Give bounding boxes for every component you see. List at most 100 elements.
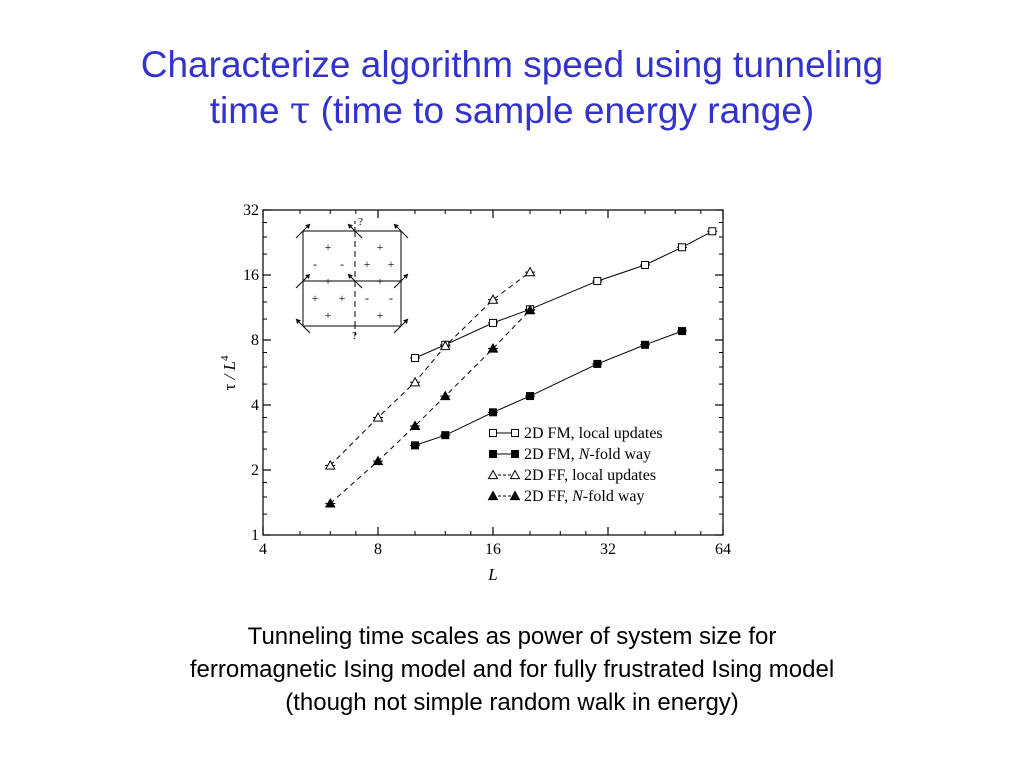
data-point-series-0 — [678, 243, 687, 252]
inset-arrow-head — [296, 319, 301, 324]
y-axis-label: τ / L4 — [219, 355, 239, 391]
data-point-series-3 — [324, 497, 336, 508]
lattice-inset: ??+ +- - + ++ ++ + - -+ + — [295, 216, 409, 342]
inset-arrow-head — [305, 224, 310, 229]
legend-label-part: -fold way — [583, 488, 645, 505]
inset-spin-sign: + — [377, 240, 384, 254]
x-tick-label: 8 — [374, 541, 382, 558]
title-line-1: Characterize algorithm speed using tunne… — [140, 44, 884, 85]
title-line-2-post: (time to sample energy range) — [310, 90, 815, 131]
slide-caption: Tunneling time scales as power of system… — [0, 620, 1024, 719]
legend-label-part: 2D FF, local updates — [524, 467, 656, 484]
inset-spin-sign: - — [340, 257, 344, 271]
inset-arrow-head — [348, 274, 353, 279]
legend-label-part: 2D FM, — [524, 446, 579, 463]
inset-spin-sign: + — [325, 240, 332, 254]
inset-question-mark: ? — [352, 330, 357, 342]
caption-line-1: Tunneling time scales as power of system… — [247, 623, 777, 650]
data-point-series-2 — [409, 376, 421, 387]
inset-arrow-head — [403, 274, 408, 279]
inset-arrow-head — [305, 274, 310, 279]
data-point-series-1 — [411, 441, 420, 450]
series-lines — [329, 230, 713, 504]
inset-spin-sign: - — [365, 291, 369, 305]
data-point-series-1 — [641, 340, 650, 349]
legend-label-part: 2D FM, local updates — [524, 425, 663, 442]
legend-marker-1 — [511, 450, 519, 458]
legend-label-part: 2D FF, — [524, 488, 572, 505]
y-axis-label-tau: τ — [220, 384, 239, 391]
inset-spin-sign: + — [388, 257, 395, 271]
caption-line-2: ferromagnetic Ising model and for fully … — [189, 656, 835, 683]
x-tick-label: 16 — [485, 541, 501, 558]
y-tick-label: 8 — [251, 332, 259, 349]
title-tau-symbol: τ — [289, 89, 311, 132]
inset-spin-sign: + — [325, 274, 332, 288]
y-tick-label: 32 — [243, 202, 259, 219]
data-point-series-3 — [439, 390, 451, 401]
y-tick-label: 16 — [243, 267, 259, 284]
legend-marker-2 — [509, 469, 521, 480]
inset-arrow-head — [403, 319, 408, 324]
inset-spin-sign: - — [313, 257, 317, 271]
plot-frame — [262, 209, 724, 536]
data-point-series-1 — [526, 392, 535, 401]
legend-label-2: 2D FF, local updates — [524, 467, 656, 484]
data-point-series-1 — [489, 408, 497, 417]
caption-line-3: (though not simple random walk in energy… — [285, 689, 739, 716]
legend-marker-3 — [509, 490, 521, 501]
data-point-series-1 — [593, 359, 602, 368]
y-axis-label-exponent: 4 — [219, 355, 231, 361]
legend-label-0: 2D FM, local updates — [524, 425, 663, 442]
slide-title: Characterize algorithm speed using tunne… — [0, 42, 1024, 134]
data-point-series-1 — [441, 431, 450, 440]
data-point-series-3 — [372, 455, 384, 466]
data-point-series-2 — [372, 411, 384, 422]
data-point-series-2 — [439, 340, 451, 351]
legend-marker-0 — [511, 429, 519, 437]
legend-marker-3 — [487, 490, 499, 501]
inset-spin-sign: + — [364, 257, 371, 271]
data-point-series-0 — [489, 318, 497, 327]
title-line-2: time τ (time to sample energy range) — [0, 88, 1024, 134]
y-tick-label: 1 — [251, 527, 259, 544]
data-point-series-1 — [678, 327, 687, 336]
inset-spin-sign: + — [377, 308, 384, 322]
legend-label-part: -fold way — [589, 446, 651, 463]
legend-label-1: 2D FM, N-fold way — [524, 446, 651, 463]
inset-spin-sign: + — [312, 291, 319, 305]
data-point-series-3 — [487, 343, 499, 353]
inset-spin-sign: + — [339, 291, 346, 305]
x-tick-label: 4 — [259, 541, 267, 558]
legend-label-3: 2D FF, N-fold way — [524, 488, 645, 505]
data-point-series-0 — [641, 261, 650, 270]
data-point-series-2 — [487, 294, 499, 304]
data-point-series-3 — [409, 420, 421, 431]
legend-label-part: N — [578, 446, 591, 463]
x-tick-label: 32 — [600, 541, 616, 558]
y-tick-label: 4 — [251, 397, 259, 414]
series-line-0 — [414, 230, 713, 359]
data-point-series-0 — [708, 227, 717, 236]
data-point-series-0 — [593, 277, 602, 286]
data-point-series-2 — [324, 459, 336, 470]
data-point-series-3 — [524, 304, 536, 315]
x-tick-label: 64 — [715, 541, 731, 558]
series-markers — [324, 227, 718, 508]
title-line-2-pre: time — [209, 90, 290, 131]
legend-marker-1 — [489, 450, 497, 458]
inset-question-mark: ? — [358, 216, 363, 228]
inset-spin-sign: + — [325, 308, 332, 322]
inset-arrow-head — [348, 224, 353, 229]
y-axis-label-rest: / L — [220, 361, 239, 384]
legend-marker-0 — [489, 429, 497, 437]
data-point-series-2 — [524, 266, 536, 277]
legend-marker-2 — [487, 469, 499, 480]
legend-label-part: N — [571, 488, 584, 505]
data-point-series-0 — [411, 354, 420, 363]
series-line-2 — [329, 271, 531, 466]
y-tick-label: 2 — [251, 462, 259, 479]
inset-spin-sign: + — [377, 274, 384, 288]
